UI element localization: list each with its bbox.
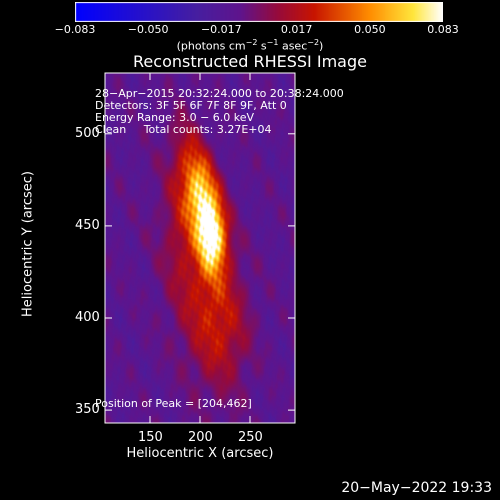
info-line-2: Detectors: 3F 5F 6F 7F 8F 9F, Att 0 bbox=[95, 99, 287, 112]
info-line-1: 28−Apr−2015 20:32:24.000 to 20:38:24.000 bbox=[95, 87, 344, 100]
y-tick-label: 500 bbox=[75, 125, 100, 141]
heatmap-image bbox=[105, 73, 295, 423]
info-line-3: Energy Range: 3.0 − 6.0 keV bbox=[95, 111, 255, 124]
chart-title: Reconstructed RHESSI Image bbox=[133, 52, 367, 71]
y-axis-label: Heliocentric Y (arcsec) bbox=[20, 171, 36, 317]
colorbar-tick-label: 0.017 bbox=[280, 23, 313, 36]
colorbar-tick-label: −0.083 bbox=[54, 23, 96, 36]
info-line-4: Clean Total counts: 3.27E+04 bbox=[95, 123, 272, 136]
y-tick-label: 350 bbox=[75, 402, 100, 418]
timestamp: 20−May−2022 19:33 bbox=[341, 480, 492, 496]
colorbar-tick-label: −0.050 bbox=[127, 23, 169, 36]
colorbar-units: (photons cm−2 s−1 asec−2) bbox=[176, 38, 324, 53]
colorbar-tick-label: 0.050 bbox=[354, 23, 386, 36]
y-tick-label: 450 bbox=[75, 217, 100, 233]
x-tick-label: 200 bbox=[188, 430, 213, 445]
x-axis-label: Heliocentric X (arcsec) bbox=[126, 446, 274, 461]
colorbar bbox=[75, 2, 443, 22]
colorbar-tick-label: 0.083 bbox=[427, 23, 459, 36]
x-tick-label: 150 bbox=[138, 430, 163, 445]
peak-position-label: Position of Peak = [204,462] bbox=[95, 397, 252, 410]
y-tick-label: 400 bbox=[75, 310, 100, 325]
x-tick-label: 250 bbox=[238, 430, 263, 445]
colorbar-tick-label: −0.017 bbox=[200, 23, 242, 36]
